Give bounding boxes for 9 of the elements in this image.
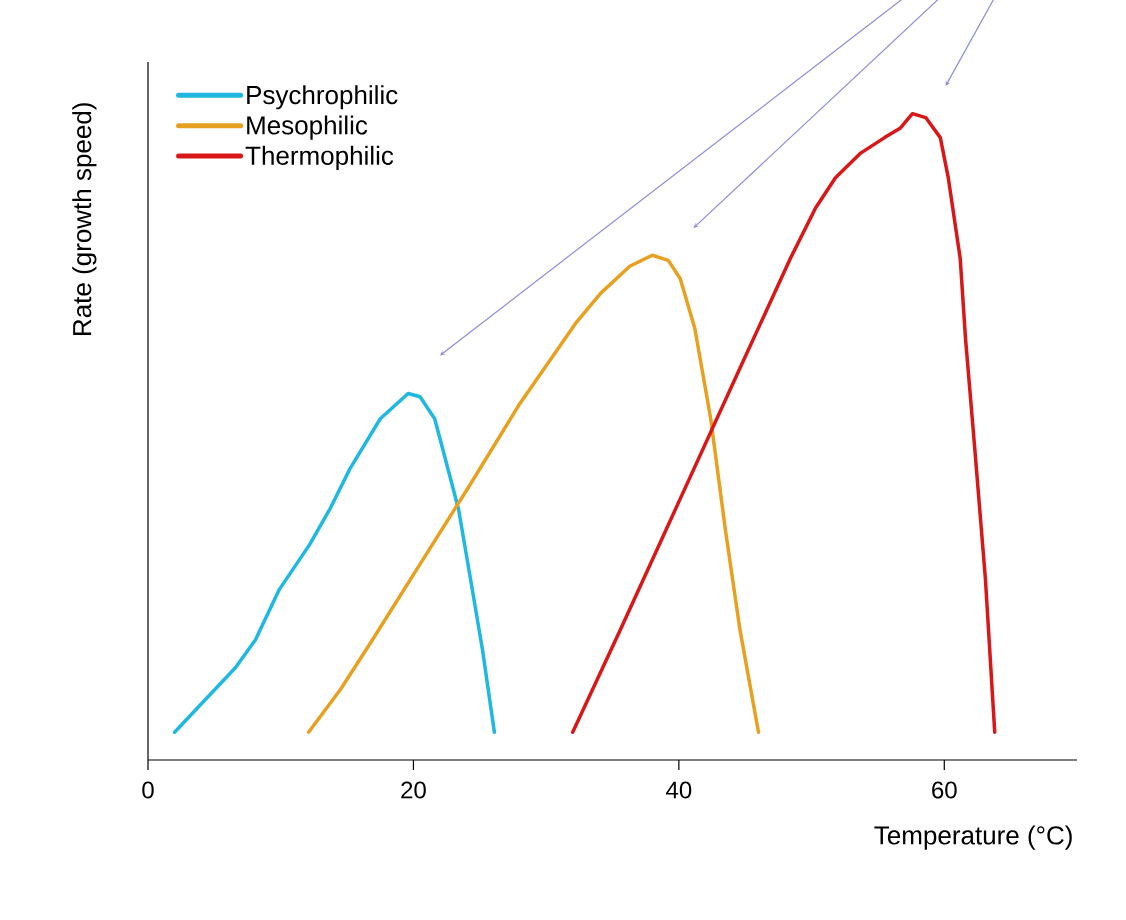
- legend-label: Psychrophilic: [247, 85, 398, 110]
- legend-label: Mesophilic: [247, 115, 368, 140]
- x-axis-title: Temperature (°C): [874, 825, 1072, 850]
- x-tick-label: 0: [142, 781, 154, 799]
- legend-label: Thermophilic: [245, 145, 394, 171]
- y-axis-title: Rate (growth speed): [72, 103, 97, 335]
- x-tick-label: 20: [401, 781, 426, 799]
- x-tick-label: 60: [932, 781, 957, 799]
- x-tick-label: 40: [666, 781, 692, 799]
